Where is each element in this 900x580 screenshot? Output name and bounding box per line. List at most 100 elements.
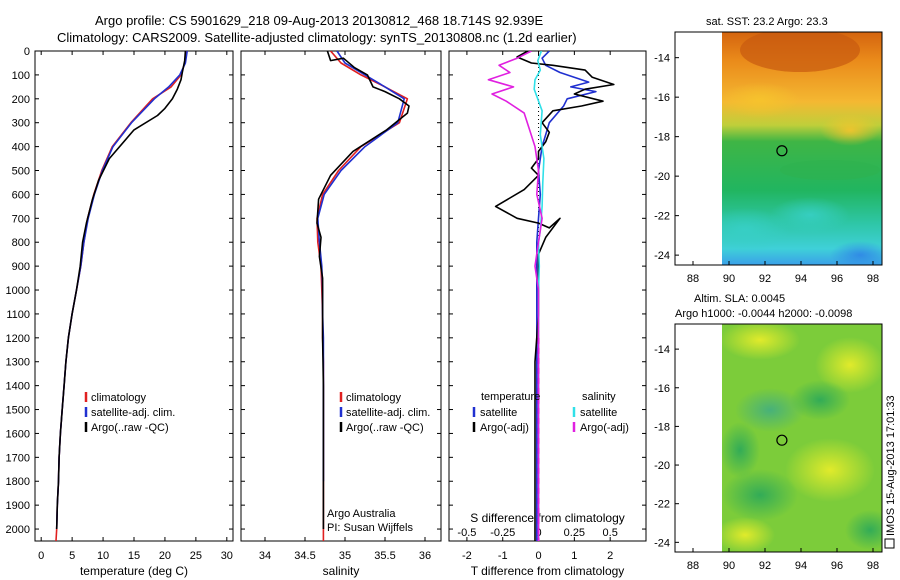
difference-profile-legend-label: satellite bbox=[580, 407, 617, 419]
sla-map-ytick-label: -14 bbox=[654, 344, 670, 356]
sla-map-xtick-label: 92 bbox=[759, 560, 771, 572]
temperature-profile-ytick-label: 700 bbox=[12, 213, 30, 225]
temperature-profile-legend-label: satellite-adj. clim. bbox=[91, 407, 175, 419]
salinity-profile-legend-label: satellite-adj. clim. bbox=[346, 407, 430, 419]
sla-map-ytick-label: -20 bbox=[654, 460, 670, 472]
temperature-profile-xtick-label: 30 bbox=[221, 550, 233, 562]
difference-profile-legend-header-temperature: temperature bbox=[481, 391, 540, 403]
imos-stamp: IMOS 15-Aug-2013 17:01:33 bbox=[884, 395, 897, 549]
difference-profile-s-tick-label: 0.25 bbox=[564, 527, 585, 539]
salinity-profile-xtick-label: 35 bbox=[339, 550, 351, 562]
header-title-line1: Argo profile: CS 5901629_218 09-Aug-2013… bbox=[95, 13, 543, 28]
temperature-profile-ytick-label: 1900 bbox=[6, 500, 30, 512]
temperature-profile-ytick-label: 100 bbox=[12, 70, 30, 82]
difference-profile-s-tick-label: -0.25 bbox=[490, 527, 515, 539]
temperature-profile-ytick-label: 400 bbox=[12, 142, 30, 154]
sla-map-frame bbox=[674, 323, 883, 553]
difference-profile-xtick-label: 2 bbox=[607, 550, 613, 562]
sla-map-ytick-label: -22 bbox=[654, 499, 670, 511]
temperature-profile-xtick-label: 0 bbox=[38, 550, 44, 562]
difference-profile-series-salinity-argo_salinity_adj-line bbox=[487, 51, 543, 541]
temperature-profile-ytick-label: 1200 bbox=[6, 333, 30, 345]
difference-profile-legend-label: Argo(-adj) bbox=[580, 422, 629, 434]
salinity-profile-legend-label: Argo(..raw -QC) bbox=[346, 422, 424, 434]
sla-map-ytick-label: -16 bbox=[654, 383, 670, 395]
map-land-blank-area bbox=[676, 33, 722, 264]
temperature-profile-legend-label: Argo(..raw -QC) bbox=[91, 422, 169, 434]
salinity-profile-xtick-label: 34.5 bbox=[294, 550, 315, 562]
sst-map-ytick-label: -24 bbox=[654, 250, 670, 262]
sla-map-ytick-label: -18 bbox=[654, 421, 670, 433]
sla-map-xtick-label: 94 bbox=[795, 560, 807, 572]
imos-stamp-text: IMOS 15-Aug-2013 17:01:33 bbox=[885, 395, 897, 536]
temperature-profile-ytick-label: 300 bbox=[12, 118, 30, 130]
difference-profile-s-tick-label: -0.5 bbox=[457, 527, 476, 539]
sst-map-argo-location-marker bbox=[776, 145, 788, 157]
temperature-profile-panel: 0100200300400500600700800900100011001200… bbox=[6, 46, 234, 578]
salinity-profile-xtick-label: 35.5 bbox=[374, 550, 395, 562]
temperature-profile-ytick-label: 1700 bbox=[6, 452, 30, 464]
sla-map-ytick-label: -24 bbox=[654, 537, 670, 549]
sla-map-xtick-label: 96 bbox=[831, 560, 843, 572]
temperature-profile-ytick-label: 1000 bbox=[6, 285, 30, 297]
temperature-profile-legend-label: climatology bbox=[91, 392, 147, 404]
salinity-profile-credit-line1: Argo Australia bbox=[327, 508, 396, 520]
sst-map-ytick-label: -22 bbox=[654, 211, 670, 223]
sst-map-xtick-label: 92 bbox=[759, 273, 771, 285]
difference-profile-series-temperature-satellite-line bbox=[536, 51, 597, 541]
temperature-profile-ytick-label: 2000 bbox=[6, 524, 30, 536]
salinity-profile-series-argo-line bbox=[316, 51, 410, 529]
sst-map-ytick-label: -18 bbox=[654, 132, 670, 144]
sla-map-argo-location-marker bbox=[776, 434, 788, 446]
temperature-profile-x-axis-label: temperature (deg C) bbox=[80, 564, 188, 578]
temperature-profile-xtick-label: 25 bbox=[190, 550, 202, 562]
salinity-profile-frame bbox=[240, 50, 442, 542]
sla-map-panel: Altim. SLA: 0.0045 Argo h1000: -0.0044 h… bbox=[654, 293, 883, 572]
salinity-profile-xtick-label: 34 bbox=[259, 550, 271, 562]
header-title-line2: Climatology: CARS2009. Satellite-adjuste… bbox=[57, 30, 577, 45]
difference-profile-series-temperature-argo-line bbox=[494, 51, 615, 541]
salinity-profile-legend-label: climatology bbox=[346, 392, 402, 404]
sst-map-xtick-label: 88 bbox=[687, 273, 699, 285]
temperature-profile-ytick-label: 600 bbox=[12, 189, 30, 201]
temperature-profile-ytick-label: 1500 bbox=[6, 405, 30, 417]
difference-profile-legend-label: satellite bbox=[480, 407, 517, 419]
sst-map-xtick-label: 90 bbox=[723, 273, 735, 285]
sst-map-xtick-label: 98 bbox=[867, 273, 879, 285]
temperature-profile-ytick-label: 1100 bbox=[6, 309, 30, 321]
difference-profile-x-axis-label: T difference from climatology bbox=[471, 564, 625, 578]
temperature-profile-ytick-label: 0 bbox=[24, 46, 30, 58]
sst-map-title: sat. SST: 23.2 Argo: 23.3 bbox=[706, 16, 828, 28]
salinity-profile-credit-line2: PI: Susan Wijffels bbox=[327, 522, 413, 534]
sla-map-xtick-label: 88 bbox=[687, 560, 699, 572]
temperature-profile-ytick-label: 1400 bbox=[6, 381, 30, 393]
imos-logo-icon bbox=[884, 538, 895, 549]
salinity-profile-x-axis-label: salinity bbox=[323, 564, 360, 578]
difference-profile-xtick-label: 0 bbox=[535, 550, 541, 562]
sst-map-ytick-label: -16 bbox=[654, 92, 670, 104]
difference-profile-xtick-label: -2 bbox=[462, 550, 472, 562]
temperature-profile-ytick-label: 1600 bbox=[6, 428, 30, 440]
difference-profile-xtick-label: 1 bbox=[571, 550, 577, 562]
sst-map-panel: sat. SST: 23.2 Argo: 23.3 -14 -16 -18 -20 -2… bbox=[654, 16, 883, 285]
sla-map-xtick-label: 98 bbox=[867, 560, 879, 572]
temperature-profile-xtick-label: 10 bbox=[97, 550, 109, 562]
difference-profile-s-tick-label: 0.5 bbox=[603, 527, 618, 539]
salinity-profile-xtick-label: 36 bbox=[419, 550, 431, 562]
sst-map-ytick-label: -20 bbox=[654, 171, 670, 183]
difference-profile-frame bbox=[448, 50, 647, 542]
temperature-profile-xtick-label: 15 bbox=[128, 550, 140, 562]
sla-map-title-line2: Argo h1000: -0.0044 h2000: -0.0098 bbox=[675, 308, 852, 320]
salinity-profile-panel: 34 34.5 35 35.5 36 salinity climatology satelli… bbox=[240, 50, 442, 578]
sst-map-frame bbox=[674, 31, 883, 266]
temperature-profile-ytick-label: 900 bbox=[12, 261, 30, 273]
temperature-profile-ytick-label: 500 bbox=[12, 166, 30, 178]
temperature-profile-ytick-label: 1300 bbox=[6, 357, 30, 369]
sla-map-xtick-label: 90 bbox=[723, 560, 735, 572]
temperature-profile-ytick-label: 200 bbox=[12, 94, 30, 106]
difference-profile-s-axis-label: S difference from climatology bbox=[470, 511, 625, 525]
sst-map-ytick-label: -14 bbox=[654, 53, 670, 65]
temperature-profile-frame bbox=[34, 50, 234, 542]
temperature-profile-ytick-label: 800 bbox=[12, 237, 30, 249]
